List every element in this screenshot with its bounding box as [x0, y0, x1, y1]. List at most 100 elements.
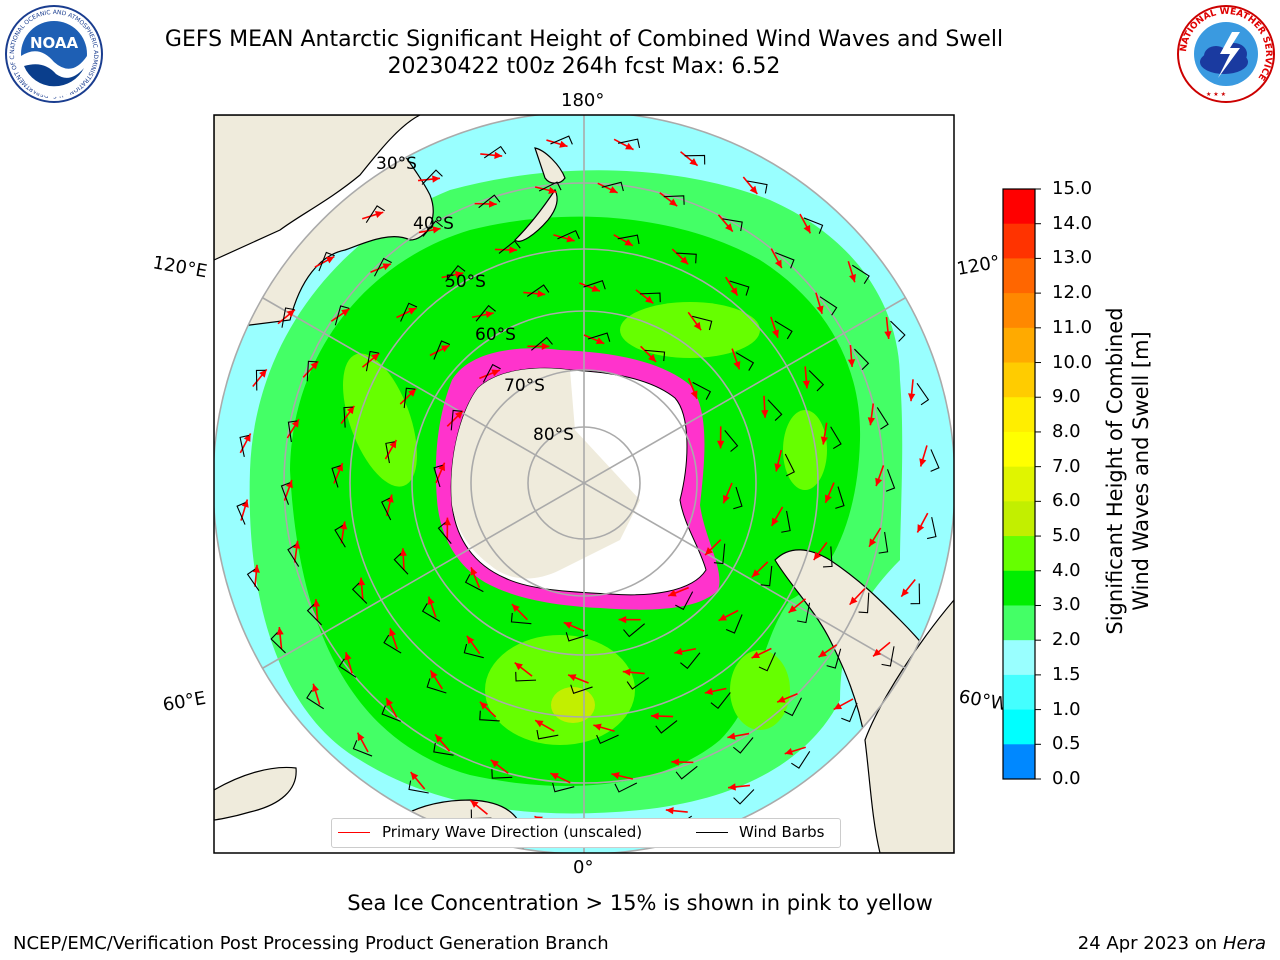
wind-barb: [841, 702, 858, 723]
wave-arrow-head: [690, 390, 698, 399]
wind-barb: [334, 305, 350, 326]
wind-barb: [433, 340, 451, 360]
wave-arrow-head: [336, 463, 343, 472]
lon-label-120e: 120°E: [151, 252, 209, 282]
colorbar-tick-label: 9.0: [1052, 386, 1081, 408]
colorbar-segment: [1003, 397, 1035, 433]
wave-arrow-head: [466, 635, 475, 645]
wave-arrow-head: [285, 479, 293, 489]
wind-barb: [760, 565, 773, 587]
colorbar-segment: [1003, 744, 1035, 780]
wind-barb: [916, 382, 930, 406]
lat-label-80s: 80°S: [533, 425, 574, 445]
wind-barb: [255, 369, 266, 391]
wind-barb: [536, 729, 559, 740]
colorbar-segment: [1003, 293, 1035, 329]
wave-arrow-head: [919, 458, 927, 467]
wind-barb: [400, 302, 418, 322]
new-zealand: [514, 147, 566, 242]
wind-barb: [626, 677, 650, 690]
wind-barb: [758, 652, 776, 672]
wave-arrow-head: [784, 748, 794, 756]
wind-barb: [692, 381, 712, 400]
wind-barb: [385, 441, 395, 464]
wind-barb: [676, 252, 697, 264]
wave-arrow-head: [399, 548, 407, 556]
lon-label-180: 180°: [561, 90, 604, 111]
colorbar-label-line1: Significant Height of Combined: [1103, 307, 1127, 635]
wave-arrow-head: [312, 599, 321, 607]
wave-arrow-head: [648, 353, 657, 362]
lon-label-120w: 120°: [955, 252, 1001, 280]
wave-arrow-head: [867, 417, 875, 426]
colorbar-border: [1002, 188, 1036, 780]
wave-arrow-head: [346, 405, 355, 415]
wave-arrow-head: [593, 723, 602, 731]
wind-barb: [655, 720, 678, 734]
colorbar-segment: [1003, 223, 1035, 259]
wave-arrow-head: [432, 226, 441, 234]
wave-arrow-head: [751, 569, 760, 578]
noaa-logo-text: NOAA: [30, 34, 79, 52]
colorbar-segment: [1003, 362, 1035, 398]
wind-barb: [775, 252, 795, 269]
wind-barb: [479, 710, 500, 722]
wave-arrow-head: [511, 604, 520, 613]
wind-barb: [830, 426, 842, 450]
wind-barb: [835, 486, 845, 509]
wave-arrow-head: [386, 698, 394, 707]
colorbar-tick-label: 12.0: [1052, 282, 1093, 304]
wind-barb: [287, 544, 300, 567]
wind-barb: [421, 169, 443, 185]
wind-barb: [733, 486, 743, 510]
colorbar-segment: [1003, 501, 1035, 537]
wave-arrow-head: [470, 800, 479, 808]
wave-arrow-head: [455, 270, 464, 279]
wave-arrow-head: [491, 369, 500, 377]
colorbar-segment: [1003, 536, 1035, 572]
wind-barb: [808, 370, 825, 392]
wave-arrow-head: [668, 198, 678, 207]
wind-barb: [463, 643, 484, 659]
wind-barb: [374, 257, 392, 277]
wind-barb: [675, 765, 698, 780]
wind-barb: [733, 789, 755, 805]
wave-arrow-head: [548, 186, 557, 194]
wind-barb: [426, 678, 447, 694]
wave-arrow-head: [813, 551, 822, 561]
wave-arrow-head: [485, 310, 494, 319]
wind-barb: [351, 582, 368, 604]
wind-barb: [421, 603, 441, 622]
wave-height-field: [214, 115, 954, 853]
wind-barb: [552, 782, 575, 793]
wind-barb: [725, 614, 743, 634]
wind-barb: [403, 387, 416, 409]
wave-arrow-head: [443, 517, 452, 526]
wind-barb: [482, 363, 501, 383]
wave-arrow-head: [705, 547, 714, 556]
run-date-prefix: 24 Apr 2023 on: [1077, 933, 1223, 954]
colorbar-label: Significant Height of Combined Wind Wave…: [1102, 191, 1154, 751]
wave-arrow-head: [340, 521, 348, 530]
colorbar-tick-label: 8.0: [1052, 420, 1081, 442]
wave-arrow-head: [535, 720, 544, 728]
wave-arrow-head: [563, 622, 573, 629]
wave-arrow-head: [357, 732, 365, 742]
wave-arrow-head: [470, 567, 478, 576]
wind-barb: [819, 296, 838, 316]
wind-barb: [823, 546, 833, 568]
wind-barb: [475, 304, 496, 322]
wave-arrow-head: [651, 712, 659, 720]
wind-barb: [774, 320, 793, 340]
wave-arrow-head: [408, 307, 417, 315]
legend-wave-label: Primary Wave Direction (unscaled): [382, 823, 643, 841]
colorbar-tick-label: 10.0: [1052, 351, 1093, 373]
wind-barb: [306, 603, 322, 626]
wave-arrow-head: [873, 648, 882, 657]
wind-barb: [854, 348, 870, 371]
colorbar-tick-label: 14.0: [1052, 212, 1093, 234]
wind-barb: [639, 292, 661, 303]
wind-barb: [352, 740, 373, 757]
wave-arrow-head: [749, 185, 758, 194]
wave-arrow-head: [243, 433, 251, 442]
